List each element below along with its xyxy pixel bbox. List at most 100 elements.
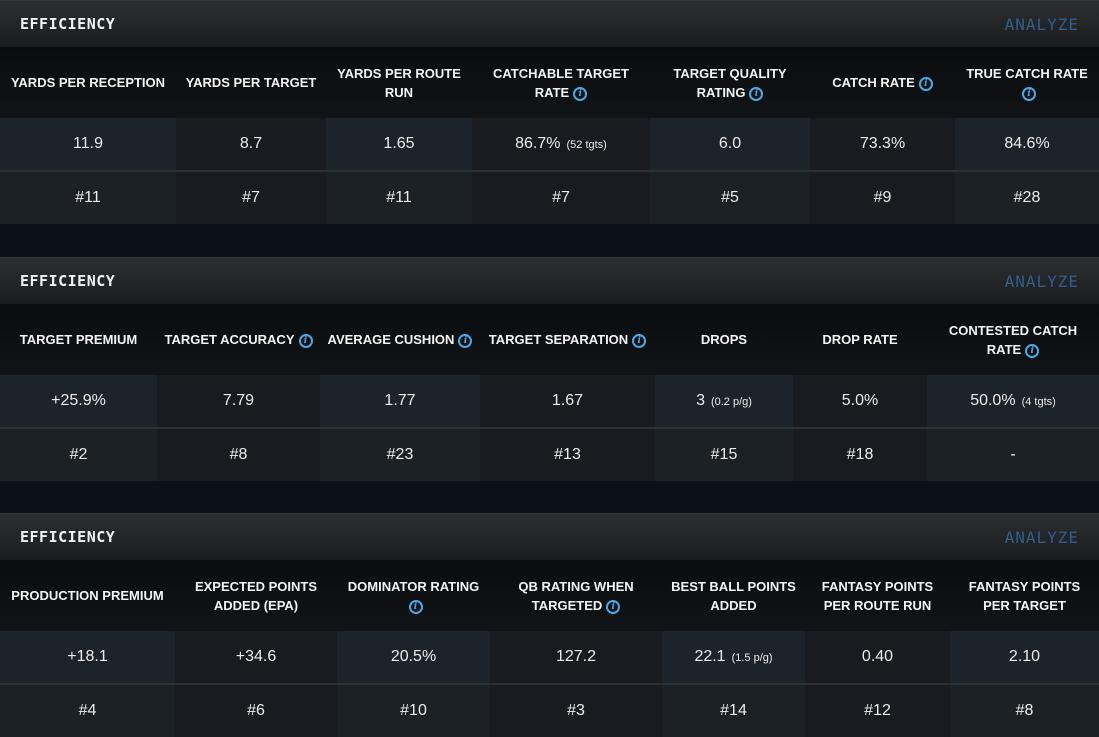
value-row: +25.9% 7.79 1.77 1.67 3 (0.2 p/g) 5.0% 50.0% (4 … [0,375,1099,429]
analyze-link[interactable]: ANALYZE [1004,271,1079,291]
stat-value: 84.6% [1004,135,1050,152]
info-icon[interactable]: i [1025,343,1040,358]
stat-rank: #5 [650,171,810,224]
stat-value-cell: 84.6% [955,118,1099,172]
stat-value-cell: 11.9 [0,118,176,172]
column-header: FANTASY POINTS PER TARGET [950,560,1099,631]
stat-value-cell: 0.40 [805,631,950,685]
stat-value-cell: 50.0% (4 tgts) [927,375,1099,429]
stat-value-cell: 6.0 [650,118,810,172]
stat-rank: #8 [157,428,320,481]
info-icon[interactable]: i [298,334,313,348]
column-header: TARGET SEPARATION i [480,304,655,375]
stat-value-cell: 86.7% (52 tgts) [472,118,650,172]
stat-value-cell: +18.1 [0,631,175,685]
stat-value: 86.7% [515,135,561,152]
stat-rank: #8 [950,684,1099,737]
column-header: CONTESTED CATCH RATE i [927,304,1099,375]
stat-value: 0.40 [861,648,894,665]
info-icon[interactable]: i [408,599,423,614]
column-header: DOMINATOR RATING i [337,560,490,631]
column-label: BEST BALL POINTS ADDED [671,578,796,613]
efficiency-section: EFFICIENCY ANALYZE PRODUCTION PREMIUM EXP… [0,513,1099,737]
stat-value-cell: 22.1 (1.5 p/g) [662,631,805,685]
info-icon[interactable]: i [1022,86,1036,101]
stat-value: 1.77 [384,392,416,409]
stat-value-cell: 8.7 [176,118,326,172]
stat-value-cell: 1.77 [320,375,480,429]
stat-value: +25.9% [51,392,106,409]
column-header: TARGET QUALITY RATING i [650,47,810,118]
stat-value: 11.9 [73,135,103,152]
rank-row: #2 #8 #23 #13 #15 #18- [0,428,1099,481]
stat-value: +34.6 [235,648,277,665]
column-label: YARDS PER TARGET [185,75,317,90]
column-header: CATCH RATE i [810,47,955,118]
stat-value: 8.7 [239,135,263,152]
efficiency-section: EFFICIENCY ANALYZE TARGET PREMIUM TARGET … [0,257,1099,481]
stat-value-cell: 7.79 [157,375,320,429]
stat-value: 127.2 [555,648,597,665]
section-header: EFFICIENCY ANALYZE [0,0,1099,47]
info-icon[interactable]: i [632,334,647,348]
column-header: TARGET PREMIUM [0,304,157,375]
column-label: TARGET SEPARATION [488,332,629,347]
column-header: PRODUCTION PREMIUM [0,560,175,631]
stat-value-cell: 5.0% [793,375,927,429]
info-icon[interactable]: i [573,86,588,101]
column-header: QB RATING WHEN TARGETED i [490,560,662,631]
column-header: CATCHABLE TARGET RATE i [472,47,650,118]
stat-value: 1.67 [551,392,584,409]
efficiency-section: EFFICIENCY ANALYZE YARDS PER RECEPTION YA… [0,0,1099,224]
stat-value: 7.79 [222,392,255,409]
rank-row: #4 #6 #10 #3 #14 #12 #8 [0,684,1099,737]
stat-rank: #7 [472,171,650,224]
column-label: TARGET QUALITY RATING [673,65,787,100]
analyze-link[interactable]: ANALYZE [1004,14,1079,34]
stat-value-cell: 20.5% [337,631,490,685]
stat-value: 50.0% [970,392,1016,409]
header-row: PRODUCTION PREMIUM EXPECTED POINTS ADDED … [0,560,1099,631]
stat-subvalue: (1.5 p/g) [731,652,773,664]
column-label: TRUE CATCH RATE [966,65,1088,81]
stat-value: 20.5% [390,648,437,665]
column-header: YARDS PER TARGET [176,47,326,118]
stat-rank: #6 [175,684,337,737]
info-icon[interactable]: i [606,599,621,614]
stat-value: 3 [696,392,705,409]
header-row: TARGET PREMIUM TARGET ACCURACY i AVERAGE CU… [0,304,1099,375]
analyze-link[interactable]: ANALYZE [1004,527,1079,547]
stat-value: 73.3% [859,135,906,152]
column-header: TARGET ACCURACY i [157,304,320,375]
stat-value-cell: +34.6 [175,631,337,685]
stat-value: 1.65 [383,135,415,152]
stat-rank: #11 [0,171,176,224]
info-icon[interactable]: i [749,86,764,101]
column-header: AVERAGE CUSHION i [320,304,480,375]
info-icon[interactable]: i [458,334,473,348]
column-header: EXPECTED POINTS ADDED (EPA) [175,560,337,631]
column-label: DROP RATE [822,332,898,347]
stat-rank: #18 [793,428,927,481]
column-label: TARGET ACCURACY [164,332,295,347]
section-header: EFFICIENCY ANALYZE [0,513,1099,560]
value-row: 11.9 8.7 1.65 86.7% (52 tgts) 6.0 73.3% 84.6% [0,118,1099,172]
stat-rank: - [927,428,1099,481]
column-label: CONTESTED CATCH RATE [948,322,1078,357]
column-header: DROPS [655,304,793,375]
column-header: BEST BALL POINTS ADDED [662,560,805,631]
rank-row: #11 #7 #11 #7 #5 #9 #28 [0,171,1099,224]
stat-rank: #10 [337,684,490,737]
info-icon[interactable]: i [918,77,933,91]
stat-value-cell: 127.2 [490,631,662,685]
column-header: TRUE CATCH RATE i [955,47,1099,118]
stat-value-cell: 1.65 [326,118,472,172]
stat-rank: #7 [176,171,326,224]
stat-rank: #12 [805,684,950,737]
column-label: EXPECTED POINTS ADDED (EPA) [194,578,318,613]
column-label: CATCHABLE TARGET RATE [492,65,629,100]
column-label: AVERAGE CUSHION [327,332,455,347]
column-label: FANTASY POINTS PER ROUTE RUN [821,578,934,613]
stat-rank: #9 [810,171,955,224]
stat-rank: #11 [326,171,472,224]
